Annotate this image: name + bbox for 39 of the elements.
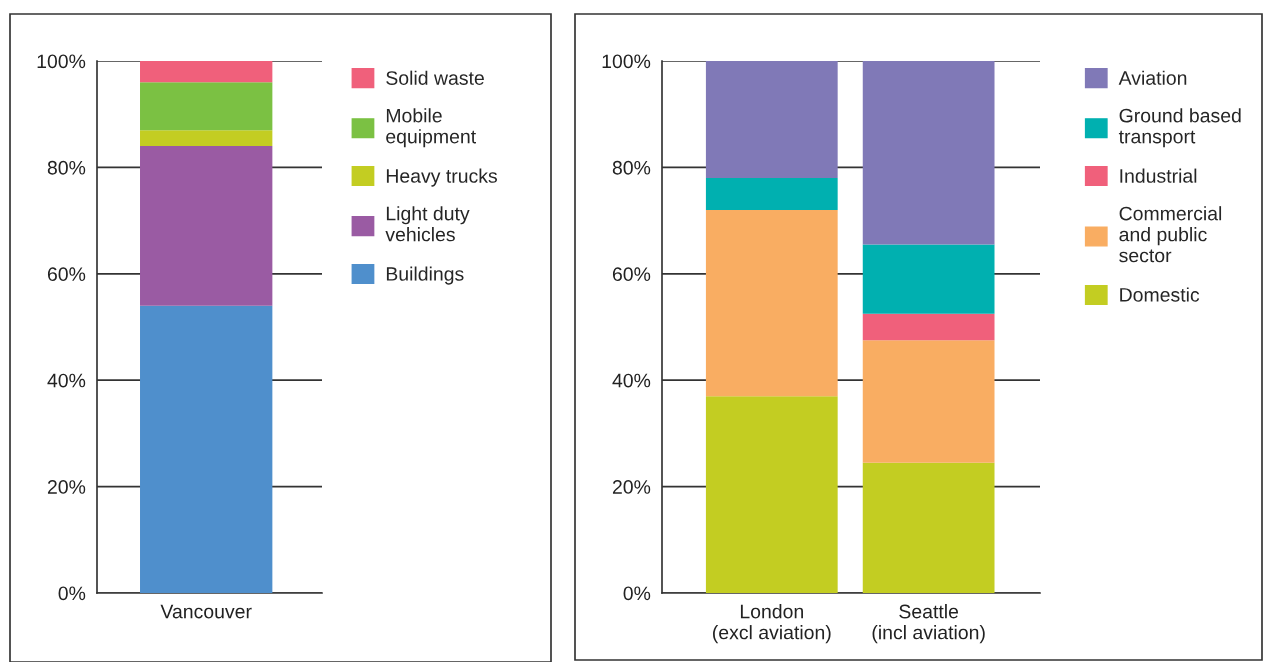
y-tick-label: 100%	[602, 54, 651, 69]
y-tick-label: 0%	[58, 586, 86, 601]
y-tick-label: 60%	[612, 267, 651, 282]
y-tick-label: 80%	[47, 160, 86, 175]
bar	[862, 313, 995, 341]
y-tick-label: 20%	[612, 480, 651, 494]
legend-label: Aviation	[1118, 70, 1187, 85]
legend-label: Solid waste	[386, 70, 484, 85]
bar	[862, 244, 995, 314]
bar	[705, 209, 838, 397]
bar	[705, 61, 838, 179]
bar	[862, 61, 995, 245]
bar	[140, 130, 273, 147]
y-tick-label: 0%	[623, 586, 651, 601]
legend-label: Ground based transport	[1118, 108, 1241, 148]
x-tick-label: Vancouver	[160, 604, 252, 619]
bar	[140, 305, 273, 593]
y-tick-label: 40%	[612, 373, 651, 388]
bar	[862, 462, 995, 593]
bar	[140, 82, 273, 131]
legend-label: Light duty vehicles	[385, 206, 470, 242]
legend-label: Heavy trucks	[386, 168, 498, 187]
y-tick-label: 100%	[37, 54, 86, 69]
y-tick-label: 20%	[47, 480, 86, 494]
x-tick-label: London (excl aviation)	[713, 604, 831, 644]
y-tick-label: 60%	[47, 267, 86, 282]
legend-label: Domestic	[1120, 287, 1200, 302]
bar	[705, 178, 838, 210]
legend-label: Buildings	[386, 266, 464, 285]
bar	[140, 146, 273, 306]
bar	[705, 396, 838, 593]
legend-label: Industrial	[1120, 168, 1197, 183]
legend-label: Commercial and public sector	[1119, 206, 1222, 263]
y-tick-label: 40%	[47, 373, 86, 388]
bar	[862, 340, 995, 463]
x-tick-label: Seattle (incl aviation)	[872, 604, 985, 644]
bar	[140, 61, 273, 83]
y-tick-label: 80%	[612, 160, 651, 175]
legend-label: Mobile equipment	[386, 108, 476, 148]
